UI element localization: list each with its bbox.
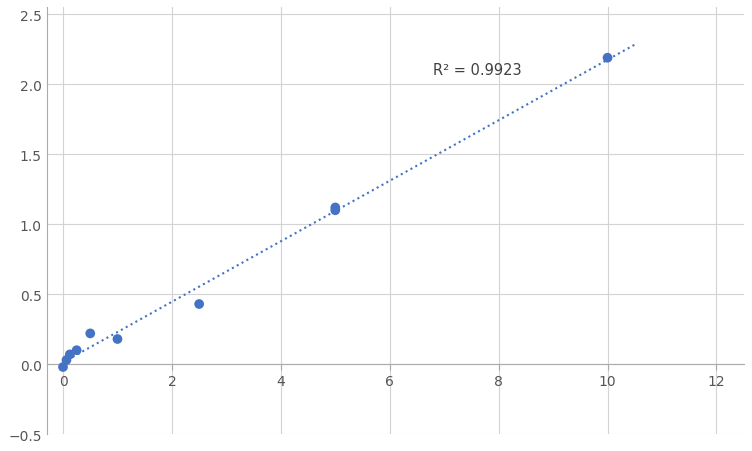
- Point: [193, 301, 205, 308]
- Point: [111, 336, 123, 343]
- Point: [329, 204, 341, 212]
- Point: [60, 357, 72, 364]
- Point: [64, 351, 76, 358]
- Point: [71, 347, 83, 354]
- Point: [329, 207, 341, 214]
- Text: R² = 0.9923: R² = 0.9923: [433, 63, 522, 78]
- Point: [602, 55, 614, 62]
- Point: [57, 364, 69, 371]
- Point: [84, 330, 96, 337]
